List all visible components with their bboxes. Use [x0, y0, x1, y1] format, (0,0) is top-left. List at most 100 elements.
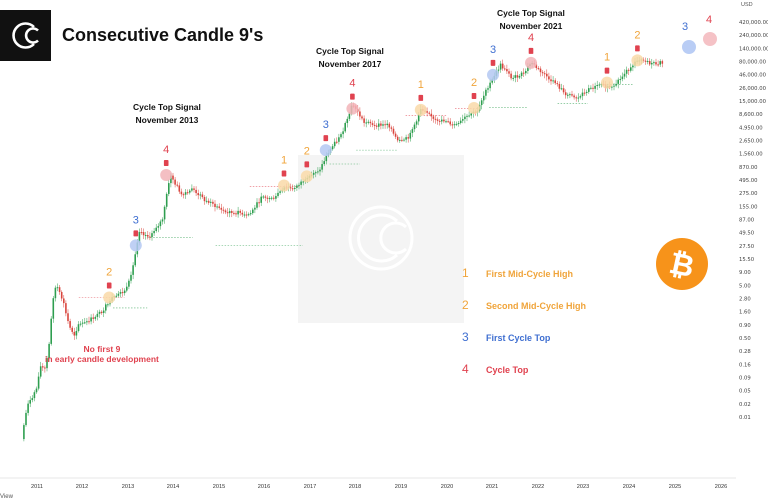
candle-body	[134, 254, 136, 266]
candle-body	[537, 68, 540, 70]
candle-body	[149, 236, 151, 238]
candle-body	[161, 219, 164, 222]
legend-label: First Cycle Top	[486, 333, 551, 343]
candle-body	[33, 392, 36, 399]
candle-body	[407, 137, 409, 139]
marker-label: 2	[471, 77, 477, 89]
marker-label: 4	[163, 144, 169, 156]
candle-body	[512, 77, 514, 79]
y-tick-label: 5.00	[739, 283, 751, 289]
candle-body	[642, 59, 645, 61]
y-tick-label: 87.00	[739, 218, 755, 224]
candle-body	[27, 403, 29, 413]
candle-body	[123, 290, 126, 294]
x-tick-label: 2018	[349, 484, 361, 490]
x-tick-label: 2014	[167, 484, 179, 490]
candle-body	[29, 400, 31, 404]
candle-body	[100, 311, 103, 314]
candle-body	[90, 317, 92, 322]
candle-body	[613, 85, 615, 87]
candle-body	[464, 116, 466, 120]
candle-body	[258, 202, 260, 204]
y-tick-label: 2,650.00	[739, 139, 763, 145]
candle-body	[222, 209, 225, 211]
candle-body	[426, 111, 428, 113]
nine-tag	[490, 59, 496, 66]
candle-body	[378, 123, 380, 127]
y-tick-label: 155.00	[739, 204, 758, 210]
y-tick-label: 1,560.00	[739, 152, 763, 158]
candle-body	[401, 139, 403, 141]
candle-body	[548, 76, 550, 80]
candle-body	[522, 72, 525, 74]
candle-body	[470, 113, 472, 116]
candle-body	[224, 210, 227, 213]
candle-body	[102, 310, 105, 314]
candle-body	[218, 206, 220, 208]
candle-body	[552, 80, 554, 82]
candle-body	[371, 123, 374, 125]
candle-body	[25, 412, 27, 426]
y-tick-label: 4,950.00	[739, 125, 763, 131]
candle-body	[588, 88, 590, 92]
x-tick-label: 2024	[623, 484, 635, 490]
candle-body	[541, 72, 544, 74]
marker-circle	[487, 68, 499, 81]
candle-body	[42, 366, 44, 368]
y-axis: USD 420,000.00 240,000.00 140,000.00 80,000.…	[739, 2, 768, 421]
marker-circle	[468, 101, 480, 114]
candle-body	[487, 88, 489, 90]
candle-body	[92, 317, 94, 319]
x-tick-label: 2023	[577, 484, 589, 490]
candle-body	[214, 203, 216, 208]
marker-circle	[129, 239, 142, 252]
y-tick-label: 0.02	[739, 402, 751, 408]
candle-body	[363, 118, 365, 123]
candle-body	[346, 118, 349, 124]
y-tick-label: 15,000.00	[739, 99, 767, 105]
candle-body	[79, 323, 82, 325]
candle-body	[468, 115, 470, 117]
candle-body	[142, 232, 145, 236]
candle-body	[539, 68, 542, 73]
candle-body	[203, 197, 206, 202]
y-tick-label: 1.60	[739, 310, 751, 316]
candle-body	[611, 86, 613, 88]
candle-body	[598, 84, 601, 86]
y-tick-label: 0.16	[739, 362, 751, 368]
candle-body	[37, 376, 40, 389]
candle-body	[390, 127, 393, 129]
candle-body	[205, 200, 208, 202]
candle-body	[655, 62, 657, 65]
candle-body	[289, 187, 292, 189]
nine-tag	[418, 94, 424, 101]
footer-label: View	[0, 494, 13, 500]
marker-circle	[278, 179, 290, 192]
y-axis-unit: USD	[741, 2, 753, 8]
nine-tag	[528, 47, 534, 54]
candle-body	[157, 226, 160, 228]
y-tick-label: 495.00	[739, 178, 758, 184]
candle-body	[596, 85, 598, 87]
candle-body	[212, 201, 214, 204]
candle-body	[621, 76, 624, 80]
y-tick-label: 26,000.00	[739, 86, 767, 92]
candle-body	[411, 129, 414, 133]
candle-body	[432, 116, 435, 119]
candle-body	[348, 113, 351, 119]
marker-circle	[300, 170, 313, 183]
candle-body	[235, 213, 237, 215]
candle-body	[140, 232, 143, 234]
candle-body	[273, 197, 275, 199]
nine-tag	[106, 282, 112, 289]
bitcoin-icon: ₿	[656, 238, 708, 290]
candle-body	[180, 191, 183, 195]
candle-body	[195, 189, 197, 194]
candle-body	[264, 196, 267, 198]
candle-body	[151, 233, 153, 237]
candle-body	[69, 321, 71, 328]
candle-body	[573, 95, 575, 98]
candle-body	[231, 211, 233, 213]
candle-body	[277, 192, 279, 197]
y-tick-label: 0.90	[739, 323, 751, 329]
